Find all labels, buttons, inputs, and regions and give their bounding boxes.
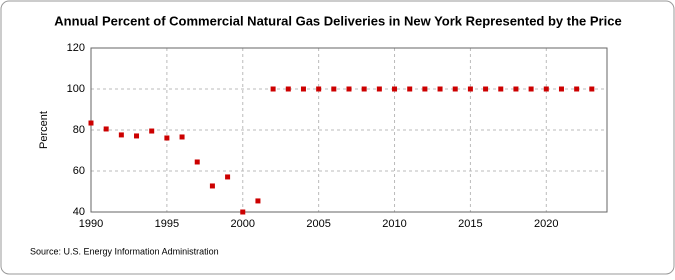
point — [149, 128, 155, 134]
source: Source: U.S. Energy Information Administ… — [30, 246, 219, 256]
point — [422, 86, 428, 92]
point — [194, 159, 200, 165]
x-tick-label: 1995 — [155, 218, 179, 230]
point — [209, 183, 215, 189]
y-tick-label: 120 — [67, 42, 85, 54]
point — [361, 86, 367, 92]
point — [543, 86, 549, 92]
point — [346, 86, 352, 92]
x-tick-label: 1990 — [79, 218, 103, 230]
point — [574, 86, 580, 92]
y-tick-label: 60 — [73, 165, 85, 177]
point — [88, 120, 94, 126]
y-tick-label: 100 — [67, 83, 85, 95]
point — [179, 134, 185, 140]
point — [528, 86, 534, 92]
point — [270, 86, 276, 92]
x-tick-label: 2005 — [306, 218, 330, 230]
x-tick-label: 2020 — [534, 218, 558, 230]
point — [255, 198, 261, 204]
x-tick-label: 2000 — [231, 218, 255, 230]
point — [452, 86, 458, 92]
point — [467, 86, 473, 92]
x-tick-label: 2010 — [382, 218, 406, 230]
point — [589, 86, 595, 92]
point — [558, 86, 564, 92]
point — [392, 86, 398, 92]
y-axis-label: Percent — [38, 111, 50, 149]
point — [513, 86, 519, 92]
point — [407, 86, 413, 92]
point — [331, 86, 337, 92]
chart-title: Annual Percent of Commercial Natural Gas… — [54, 13, 621, 28]
point — [285, 86, 291, 92]
plot-area — [90, 47, 608, 213]
point — [225, 174, 231, 180]
point — [103, 126, 109, 132]
y-tick-label: 40 — [73, 206, 85, 218]
point — [316, 86, 322, 92]
point — [134, 133, 140, 139]
point — [376, 86, 382, 92]
point — [483, 86, 489, 92]
point — [118, 132, 124, 138]
point — [437, 86, 443, 92]
y-tick-label: 80 — [73, 124, 85, 136]
point — [164, 135, 170, 141]
point — [300, 86, 306, 92]
point — [498, 86, 504, 92]
x-tick-label: 2015 — [458, 218, 482, 230]
point — [240, 209, 246, 215]
